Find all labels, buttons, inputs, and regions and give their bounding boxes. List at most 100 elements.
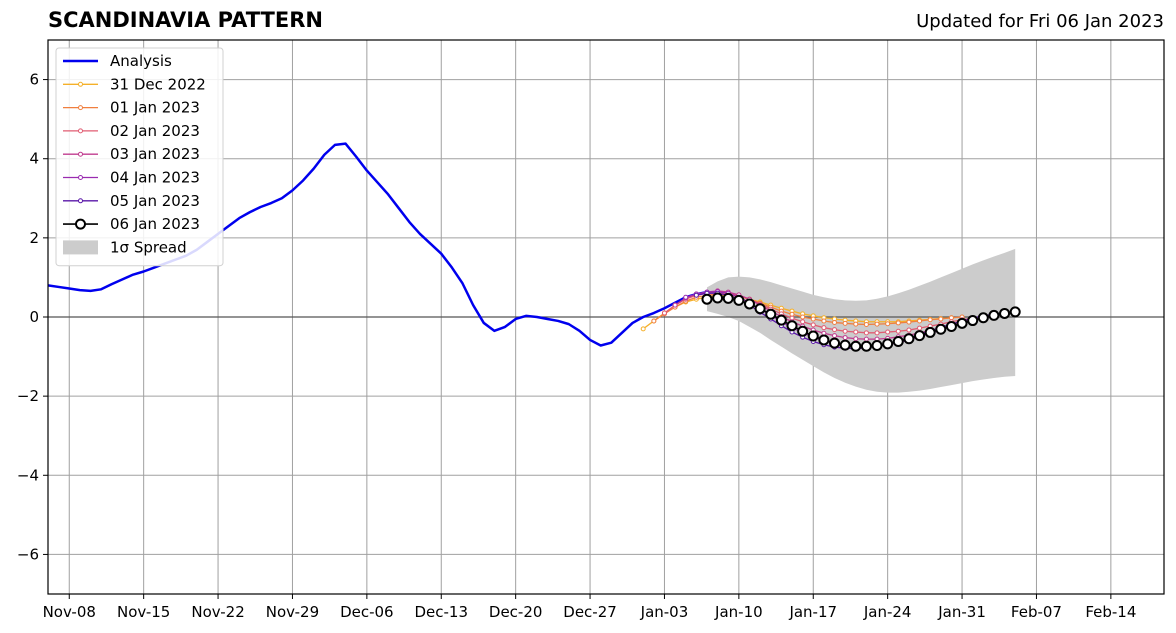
data-point — [810, 322, 816, 328]
data-point — [683, 294, 689, 300]
data-point — [800, 314, 806, 320]
data-point — [871, 339, 883, 351]
data-point — [693, 292, 699, 298]
legend-label: 01 Jan 2023 — [110, 99, 200, 117]
y-tick-label: −2 — [17, 387, 39, 405]
data-point — [842, 335, 848, 341]
legend-item-04-jan-2023: 04 Jan 2023 — [63, 169, 200, 187]
data-point — [906, 319, 912, 325]
data-point — [722, 292, 734, 304]
data-point — [789, 311, 795, 317]
x-tick-label: Dec-13 — [414, 603, 468, 621]
x-axis-ticks: Nov-08 Nov-15 Nov-22 Nov-29 Dec-06 Dec-13 Dec-… — [43, 594, 1136, 621]
series-analysis — [47, 142, 708, 347]
data-point — [832, 320, 838, 326]
legend-label: 03 Jan 2023 — [110, 145, 200, 163]
data-point — [701, 293, 713, 305]
data-point — [850, 340, 862, 352]
data-point — [853, 321, 859, 327]
x-tick-label: Nov-08 — [43, 603, 96, 621]
legend-item-spread: 1σ Spread — [63, 238, 187, 256]
legend-item-02-jan-2023: 02 Jan 2023 — [63, 122, 200, 140]
legend-swatch — [63, 240, 98, 255]
y-tick-label: 2 — [29, 229, 39, 247]
data-point — [743, 298, 755, 310]
data-point — [935, 323, 947, 335]
legend-box — [55, 47, 224, 267]
data-point — [1009, 306, 1021, 318]
data-point — [733, 294, 745, 306]
legend: Analysis 31 Dec 2022 01 Jan 2023 02 Jan 202… — [55, 47, 224, 267]
data-point — [821, 318, 827, 324]
data-point — [885, 329, 891, 335]
x-tick-label: Feb-14 — [1085, 603, 1136, 621]
x-tick-label: Nov-22 — [191, 603, 244, 621]
data-point — [832, 333, 838, 339]
legend-marker — [78, 81, 83, 87]
data-point — [977, 312, 989, 324]
legend-item-31-dec-2022: 31 Dec 2022 — [63, 75, 206, 93]
x-tick-label: Jan-03 — [640, 603, 689, 621]
series-group — [47, 142, 1021, 352]
y-tick-label: 0 — [29, 308, 39, 326]
data-point — [895, 320, 901, 326]
data-point — [892, 336, 904, 348]
legend-marker — [78, 175, 83, 180]
data-point — [775, 314, 787, 326]
data-point — [797, 325, 809, 337]
data-point — [786, 320, 798, 332]
legend-marker — [78, 105, 83, 111]
x-tick-label: Jan-31 — [937, 603, 986, 621]
legend-marker — [78, 128, 83, 134]
data-point — [863, 336, 869, 342]
data-point — [906, 327, 912, 333]
y-tick-label: 4 — [29, 150, 39, 168]
legend-label: 04 Jan 2023 — [110, 169, 200, 187]
data-point — [810, 316, 816, 322]
data-point — [874, 321, 880, 327]
data-point — [765, 308, 777, 320]
legend-marker — [78, 198, 83, 204]
series-06-jan-2023 — [701, 292, 1021, 352]
x-tick-label: Nov-15 — [117, 603, 170, 621]
data-point — [903, 333, 915, 345]
legend-marker — [78, 151, 83, 157]
data-point — [948, 315, 954, 321]
data-point — [672, 302, 678, 308]
data-point — [882, 338, 894, 350]
data-point — [885, 321, 891, 327]
legend-item-05-jan-2023: 05 Jan 2023 — [63, 192, 200, 210]
legend-label: 02 Jan 2023 — [110, 122, 200, 140]
legend-label: 1σ Spread — [110, 238, 187, 256]
data-point — [917, 318, 923, 324]
data-point — [917, 325, 923, 331]
y-tick-label: 6 — [29, 71, 39, 89]
legend-item-06-jan-2023: 06 Jan 2023 — [63, 215, 200, 233]
y-tick-label: −4 — [17, 466, 39, 484]
data-point — [863, 322, 869, 328]
legend-item-01-jan-2023: 01 Jan 2023 — [63, 99, 200, 117]
data-point — [807, 330, 819, 342]
data-point — [914, 330, 926, 342]
data-point — [754, 303, 766, 315]
data-point — [839, 339, 851, 351]
data-point — [999, 307, 1011, 319]
data-point — [895, 328, 901, 334]
data-point — [853, 336, 859, 342]
data-point — [829, 337, 841, 349]
legend-label: 31 Dec 2022 — [110, 75, 206, 93]
x-tick-label: Feb-07 — [1011, 603, 1062, 621]
data-point — [832, 327, 838, 333]
legend-label: Analysis — [110, 52, 172, 70]
x-tick-label: Dec-27 — [563, 603, 617, 621]
data-point — [800, 319, 806, 325]
data-point — [651, 318, 657, 324]
data-point — [842, 320, 848, 326]
x-tick-label: Dec-20 — [489, 603, 543, 621]
legend-item-analysis: Analysis — [63, 52, 172, 70]
data-point — [945, 320, 957, 332]
x-tick-label: Jan-17 — [788, 603, 837, 621]
data-point — [863, 330, 869, 336]
x-tick-label: Nov-29 — [266, 603, 319, 621]
